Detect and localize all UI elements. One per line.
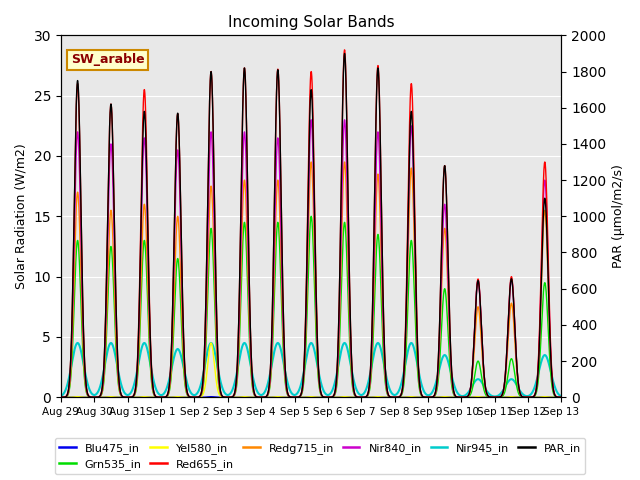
Y-axis label: PAR (μmol/m2/s): PAR (μmol/m2/s): [612, 164, 625, 268]
Text: SW_arable: SW_arable: [71, 53, 145, 66]
Title: Incoming Solar Bands: Incoming Solar Bands: [228, 15, 394, 30]
Y-axis label: Solar Radiation (W/m2): Solar Radiation (W/m2): [15, 144, 28, 289]
Legend: Blu475_in, Grn535_in, Yel580_in, Red655_in, Redg715_in, Nir840_in, Nir945_in, PA: Blu475_in, Grn535_in, Yel580_in, Red655_…: [54, 438, 586, 474]
